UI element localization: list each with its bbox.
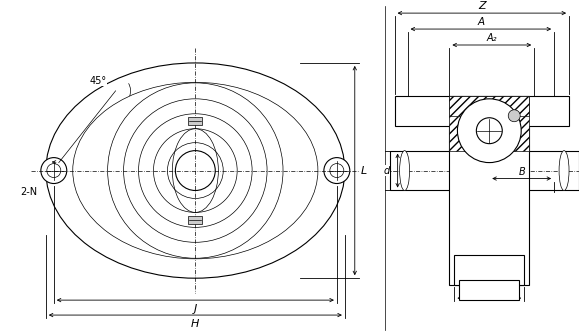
Text: A: A (477, 17, 484, 27)
Bar (459, 280, 519, 300)
Circle shape (41, 158, 67, 183)
Text: B: B (519, 167, 525, 177)
Bar (450, 96, 529, 116)
Text: J: J (194, 304, 197, 314)
Text: d: d (383, 166, 390, 176)
Bar (455, 255, 524, 285)
Bar (390, 151, 579, 190)
Text: Z: Z (478, 1, 485, 11)
Text: 45°: 45° (89, 76, 106, 86)
Circle shape (458, 99, 521, 163)
Text: S: S (472, 137, 478, 147)
Circle shape (476, 118, 502, 144)
Text: L: L (361, 166, 367, 176)
Bar (188, 117, 202, 125)
Ellipse shape (559, 151, 569, 190)
Bar (450, 96, 529, 285)
Text: 2-N: 2-N (20, 187, 38, 197)
Bar (505, 96, 529, 151)
Bar (188, 216, 202, 224)
Circle shape (175, 151, 215, 190)
Bar (394, 96, 569, 126)
Circle shape (508, 110, 520, 122)
Text: H: H (191, 319, 200, 329)
Text: A₂: A₂ (487, 33, 497, 43)
Ellipse shape (400, 151, 409, 190)
Circle shape (324, 158, 350, 183)
Text: A₁: A₁ (484, 286, 495, 296)
Bar (450, 96, 473, 151)
